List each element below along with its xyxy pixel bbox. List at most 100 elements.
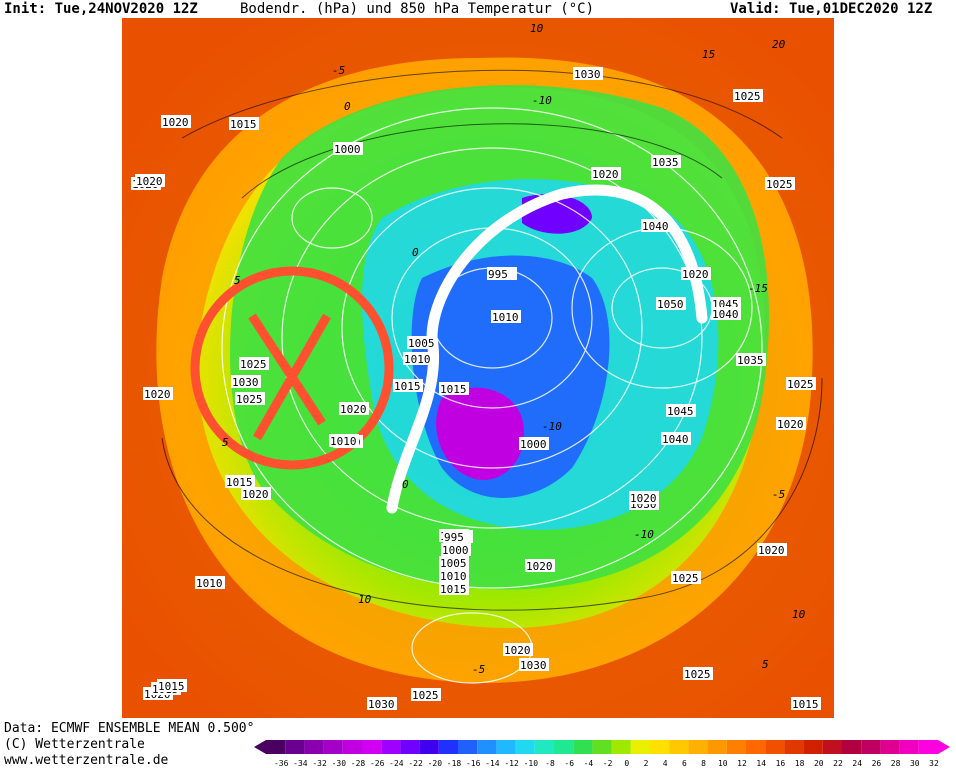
legend-value: -2: [603, 759, 613, 768]
temperature-label: 10: [530, 22, 544, 35]
legend-swatch: [438, 740, 458, 754]
temperature-label: 0: [344, 100, 351, 113]
data-source: Data: ECMWF ENSEMBLE MEAN 0.500°: [4, 721, 255, 736]
pressure-label-bg: [641, 219, 671, 232]
pressure-label-bg: [439, 382, 469, 395]
pressure-label-bg: [393, 379, 423, 392]
pressure-label: 1025: [766, 178, 793, 191]
legend-value: 18: [795, 759, 805, 768]
pressure-label: 1015: [230, 118, 257, 131]
legend-swatch: [477, 740, 497, 754]
legend-value: 2: [644, 759, 649, 768]
legend-swatch: [515, 740, 535, 754]
legend-value: 10: [718, 759, 728, 768]
pressure-label: 1025: [236, 393, 263, 406]
pressure-label-bg: [666, 404, 696, 417]
temperature-label: 5: [234, 274, 241, 287]
pressure-label-bg: [439, 556, 469, 569]
pressure-label-bg: [239, 357, 269, 370]
legend-value: -30: [332, 759, 347, 768]
pressure-label-bg: [661, 432, 691, 445]
pressure-label-bg: [786, 377, 816, 390]
pressure-label: 1010: [330, 435, 357, 448]
pressure-label: 1020: [340, 403, 367, 416]
legend-swatch: [304, 740, 324, 754]
legend-swatch: [285, 740, 305, 754]
pressure-label: 1005: [440, 557, 467, 570]
pressure-label-bg: [733, 89, 763, 102]
legend-value: 6: [682, 759, 687, 768]
temperature-label: -5: [772, 488, 785, 501]
legend-value: 26: [872, 759, 882, 768]
pressure-label-bg: [591, 167, 621, 180]
temperature-label: -10: [532, 94, 552, 107]
legend-value: -32: [312, 759, 327, 768]
valid-time: Valid: Tue,01DEC2020 12Z: [730, 1, 933, 17]
pressure-label: 1025: [672, 572, 699, 585]
hot-zone: [122, 18, 834, 718]
pressure-label: 1020: [162, 116, 189, 129]
pressure-label-bg: [776, 417, 806, 430]
weather-map: 1020102010151020100010301025103510251020…: [122, 18, 834, 718]
temperature-label: 0: [412, 246, 419, 259]
pressure-label-bg: [143, 387, 173, 400]
legend-swatch: [534, 740, 554, 754]
pressure-label: 1010: [196, 577, 223, 590]
chart-title: Bodendr. (hPa) und 850 hPa Temperatur (°…: [240, 1, 595, 17]
pressure-label: 1020: [242, 488, 269, 501]
legend-swatch: [669, 740, 689, 754]
legend-swatch: [918, 740, 938, 754]
pressure-label-bg: [671, 571, 701, 584]
pressure-label-bg: [329, 434, 359, 447]
temperature-label: 0: [402, 478, 409, 491]
legend-swatch: [573, 740, 593, 754]
legend-swatch: [592, 740, 612, 754]
legend-swatch: [707, 740, 727, 754]
legend-swatch: [400, 740, 420, 754]
pressure-label: 1045: [667, 405, 694, 418]
pressure-label-bg: [503, 643, 533, 656]
legend-swatch: [381, 740, 401, 754]
pressure-label: 1015: [158, 680, 185, 693]
annotation-red-cross: [190, 266, 394, 470]
legend-value: -36: [274, 759, 289, 768]
pressure-label: 1015: [394, 380, 421, 393]
legend-swatch: [342, 740, 362, 754]
legend-swatch: [496, 740, 516, 754]
pressure-label: 1015: [440, 583, 467, 596]
pressure-label: 1020: [144, 388, 171, 401]
pressure-label-bg: [651, 155, 681, 168]
legend-value: 8: [701, 759, 706, 768]
legend-arrow-right: [938, 740, 950, 754]
pressure-label: 995: [488, 268, 508, 281]
legend-swatch: [266, 740, 286, 754]
temperature-label: 20: [772, 38, 786, 51]
temperature-label: -5: [472, 663, 485, 676]
legend-arrow-left: [254, 740, 266, 754]
pressure-label: 1000: [520, 438, 547, 451]
pressure-label-bg: [736, 353, 766, 366]
pressure-label-bg: [241, 487, 271, 500]
pressure-label: 1030: [520, 659, 547, 672]
website-link[interactable]: www.wetterzentrale.de: [4, 753, 169, 768]
temperature-label: -10: [634, 528, 654, 541]
legend-swatch: [419, 740, 439, 754]
pressure-label: 1015: [440, 383, 467, 396]
pressure-label-bg: [791, 697, 821, 710]
pressure-label-bg: [229, 117, 259, 130]
pressure-label: 1025: [412, 689, 439, 702]
pressure-label-bg: [339, 402, 369, 415]
legend-swatch: [803, 740, 823, 754]
pressure-label-bg: [411, 688, 441, 701]
pressure-label-bg: [519, 437, 549, 450]
pressure-label-bg: [519, 658, 549, 671]
legend-swatch: [688, 740, 708, 754]
legend-value: -10: [524, 759, 539, 768]
pressure-label-bg: [443, 530, 473, 543]
pressure-label-bg: [333, 142, 363, 155]
legend-value: -20: [428, 759, 443, 768]
pressure-label: 1005: [408, 337, 435, 350]
pressure-label-bg: [195, 576, 225, 589]
pressure-label-bg: [441, 543, 471, 556]
legend-value: -28: [351, 759, 366, 768]
